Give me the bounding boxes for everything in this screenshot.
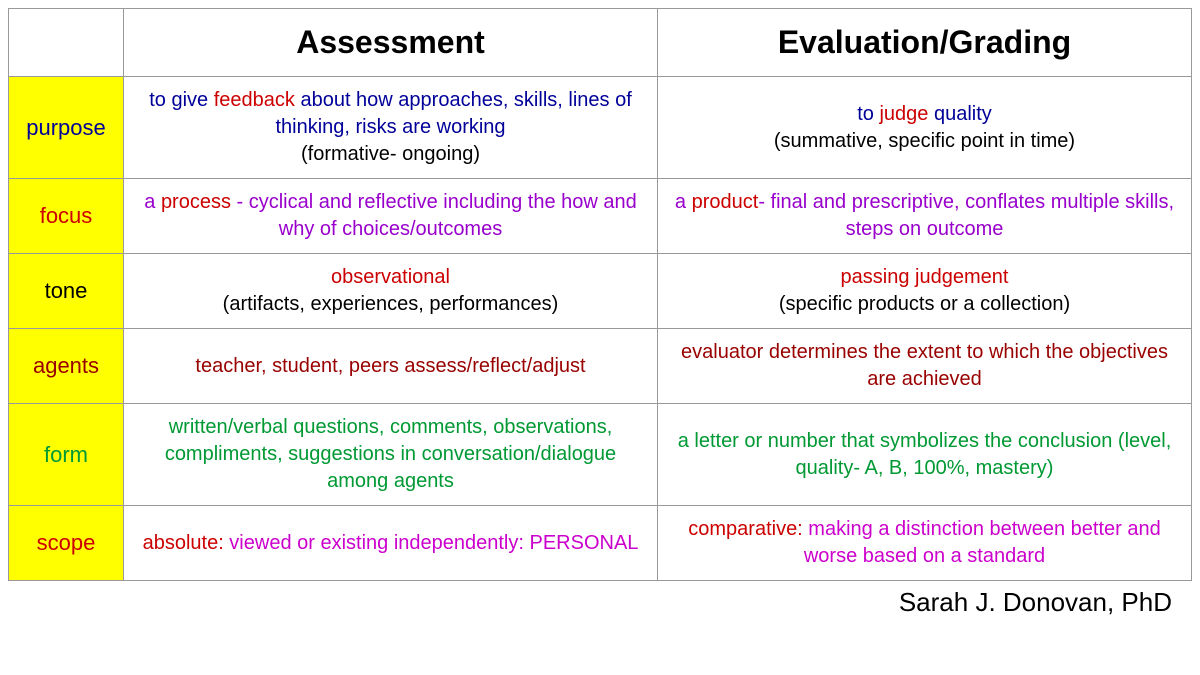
text-segment: - final and prescriptive, conflates mult… [758, 191, 1174, 240]
text-segment: judge [879, 103, 928, 125]
corner-cell [9, 9, 124, 77]
text-segment: product [692, 191, 759, 213]
text-segment: (specific products or a collection) [779, 293, 1070, 315]
header-row: Assessment Evaluation/Grading [9, 9, 1192, 77]
header-assessment: Assessment [124, 9, 658, 77]
row-label-agents: agents [9, 329, 124, 404]
cell-evaluation-focus: a product- final and prescriptive, confl… [658, 179, 1192, 254]
table-row: scopeabsolute: viewed or existing indepe… [9, 506, 1192, 581]
row-label-focus: focus [9, 179, 124, 254]
table-row: tone observational (artifacts, experiences… [9, 254, 1192, 329]
text-segment: about how approaches, skills, lines of t… [275, 89, 631, 138]
cell-evaluation-tone: passing judgement (specific products or a… [658, 254, 1192, 329]
cell-assessment-agents: teacher, student, peers assess/reflect/a… [124, 329, 658, 404]
row-label-tone: tone [9, 254, 124, 329]
cell-assessment-tone: observational (artifacts, experiences, pe… [124, 254, 658, 329]
text-segment: absolute: [143, 532, 224, 554]
text-segment: to [857, 103, 879, 125]
text-segment: observational [331, 266, 450, 288]
cell-assessment-scope: absolute: viewed or existing independent… [124, 506, 658, 581]
table-row: form written/verbal questions, comments, … [9, 404, 1192, 506]
cell-assessment-form: written/verbal questions, comments, obse… [124, 404, 658, 506]
text-segment: a letter or number that symbolizes the c… [678, 430, 1172, 479]
text-segment: - cyclical and reflective including the … [231, 191, 637, 240]
text-segment: viewed or existing independently: PERSON… [224, 532, 639, 554]
text-segment: (summative, specific point in time) [774, 130, 1075, 152]
cell-evaluation-purpose: to judge quality (summative, specific poi… [658, 77, 1192, 179]
attribution: Sarah J. Donovan, PhD [8, 580, 1192, 622]
row-label-form: form [9, 404, 124, 506]
text-segment: making a distinction between better and … [803, 518, 1161, 567]
text-segment: a [144, 191, 161, 213]
cell-evaluation-agents: evaluator determines the extent to which… [658, 329, 1192, 404]
cell-evaluation-form: a letter or number that symbolizes the c… [658, 404, 1192, 506]
text-segment: to give [149, 89, 213, 111]
table-row: focusa process - cyclical and reflective… [9, 179, 1192, 254]
text-segment: feedback [214, 89, 295, 111]
text-segment: written/verbal questions, comments, obse… [165, 416, 616, 492]
text-segment: (artifacts, experiences, performances) [223, 293, 559, 315]
text-segment: (formative- ongoing) [301, 143, 480, 165]
text-segment: passing judgement [841, 266, 1009, 288]
table-row: agents teacher, student, peers assess/ref… [9, 329, 1192, 404]
text-segment: process [161, 191, 231, 213]
header-evaluation: Evaluation/Grading [658, 9, 1192, 77]
text-segment: quality [928, 103, 991, 125]
text-segment: teacher, student, peers assess/reflect/a… [195, 355, 585, 377]
comparison-table: Assessment Evaluation/Grading purposeto … [8, 8, 1192, 581]
text-segment: comparative: [688, 518, 803, 540]
text-segment: a [675, 191, 692, 213]
cell-evaluation-scope: comparative: making a distinction betwee… [658, 506, 1192, 581]
text-segment: evaluator determines the extent to which… [681, 341, 1168, 390]
cell-assessment-focus: a process - cyclical and reflective incl… [124, 179, 658, 254]
row-label-purpose: purpose [9, 77, 124, 179]
cell-assessment-purpose: to give feedback about how approaches, s… [124, 77, 658, 179]
row-label-scope: scope [9, 506, 124, 581]
table-row: purposeto give feedback about how approa… [9, 77, 1192, 179]
